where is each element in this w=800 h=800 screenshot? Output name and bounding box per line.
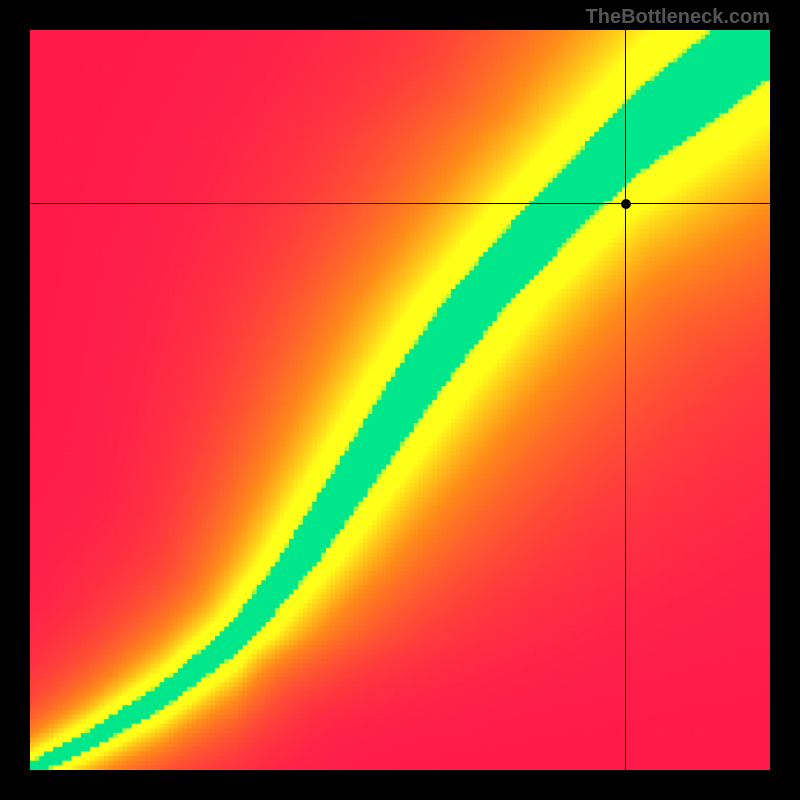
watermark-text: TheBottleneck.com bbox=[586, 6, 770, 29]
crosshair-marker bbox=[621, 199, 631, 209]
crosshair-horizontal bbox=[30, 203, 770, 204]
crosshair-vertical bbox=[625, 30, 626, 770]
heatmap-canvas bbox=[30, 30, 770, 770]
chart-area bbox=[30, 30, 770, 770]
